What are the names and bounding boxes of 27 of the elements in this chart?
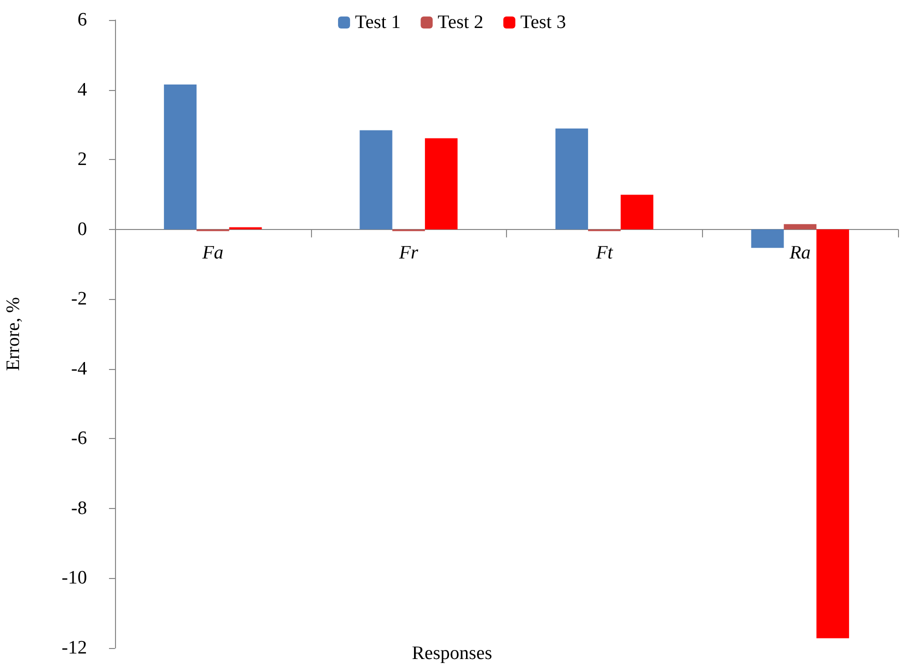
y-tick-label: -12	[62, 638, 87, 658]
bar	[360, 130, 392, 230]
x-tick-label: Fa	[201, 242, 224, 264]
bar	[620, 194, 654, 230]
bar	[751, 229, 784, 248]
legend-label: Test 2	[438, 12, 484, 33]
y-tick-label: 6	[78, 10, 87, 30]
y-axis-title: Errore, %	[3, 296, 24, 371]
bar	[555, 128, 588, 230]
y-tick-label: -4	[71, 358, 88, 380]
bar	[424, 138, 458, 230]
legend-label: Test 3	[520, 12, 566, 33]
x-tick-label: Fr	[398, 242, 419, 264]
x-tick-label: Ft	[594, 242, 614, 264]
legend-label: Test 1	[355, 12, 401, 33]
y-tick-label: 4	[78, 79, 88, 100]
bar	[164, 84, 197, 230]
y-tick-label: -8	[71, 498, 87, 519]
y-tick-label: -6	[71, 428, 87, 450]
y-tick-label: 0	[78, 218, 87, 240]
x-tick-label: Ra	[788, 242, 811, 264]
x-axis-title: Responses	[412, 643, 492, 664]
y-tick-label: 2	[78, 149, 87, 170]
y-tick-label: -2	[71, 288, 87, 310]
bar	[816, 229, 850, 638]
bar	[784, 224, 816, 230]
y-tick-label: -10	[62, 568, 87, 589]
